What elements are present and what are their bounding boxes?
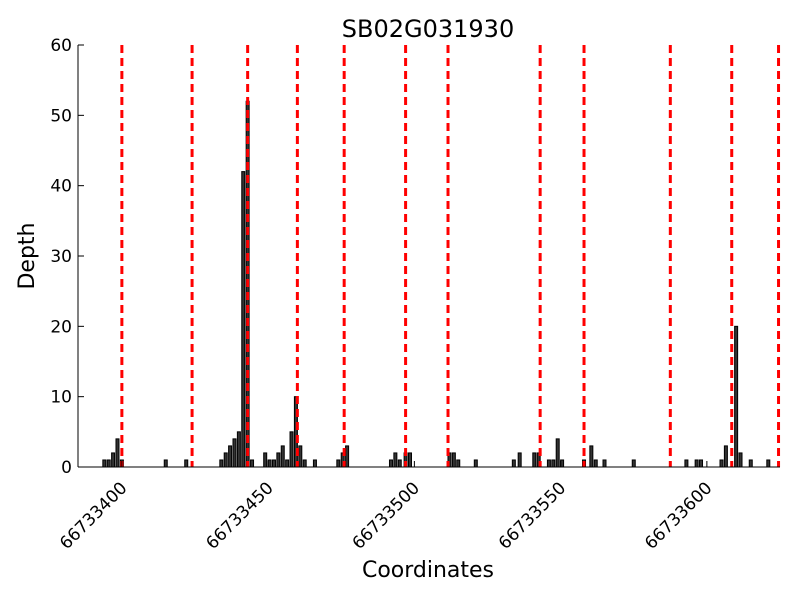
- depth-bar: [589, 445, 594, 468]
- y-tick-label: 30: [50, 247, 72, 267]
- depth-bar: [298, 445, 303, 468]
- depth-bar: [723, 445, 728, 468]
- depth-bar: [407, 452, 412, 468]
- depth-bar: [517, 452, 522, 468]
- depth-bar: [263, 452, 268, 468]
- x-tick-label: 66733600: [641, 478, 716, 553]
- depth-bar: [734, 325, 739, 468]
- y-tick-label: 0: [61, 458, 72, 478]
- x-tick-label: 66733450: [202, 478, 277, 553]
- y-tick-label: 60: [50, 36, 72, 56]
- depth-bar: [766, 459, 771, 468]
- depth-bar: [236, 431, 241, 468]
- depth-bar: [473, 459, 478, 468]
- depth-bar: [397, 459, 402, 468]
- depth-bar: [551, 459, 556, 468]
- depth-bar: [748, 459, 753, 468]
- depth-bar: [285, 459, 290, 468]
- depth-bar: [694, 459, 699, 468]
- depth-bar: [312, 459, 317, 468]
- depth-bar: [223, 452, 228, 468]
- chart-title: SB02G031930: [342, 15, 514, 43]
- depth-bar: [276, 452, 281, 468]
- depth-bar: [163, 459, 168, 468]
- depth-bar: [699, 459, 704, 468]
- depth-bar: [451, 452, 456, 468]
- x-axis-label: Coordinates: [362, 558, 494, 583]
- depth-bar: [393, 452, 398, 468]
- depth-bar: [302, 459, 307, 468]
- depth-bar: [184, 459, 189, 468]
- depth-bar: [593, 459, 598, 468]
- depth-bar: [289, 431, 294, 468]
- depth-bar: [250, 459, 255, 468]
- depth-bar: [293, 396, 298, 468]
- depth-bar: [388, 459, 393, 468]
- x-tick-label: 66733550: [495, 478, 570, 553]
- y-tick-label: 20: [50, 317, 72, 337]
- depth-bar: [719, 459, 724, 468]
- depth-bar: [232, 438, 237, 468]
- depth-bar: [631, 459, 636, 468]
- depth-bar: [602, 459, 607, 468]
- y-tick-label: 40: [50, 177, 72, 197]
- depth-bar: [241, 171, 246, 468]
- depth-bar: [345, 445, 350, 468]
- x-tick-label: 66733500: [349, 478, 424, 553]
- depth-bar: [228, 445, 233, 468]
- depth-bar: [684, 459, 689, 468]
- depth-bar: [271, 459, 276, 468]
- depth-bar: [546, 459, 551, 468]
- plot-area: 0 10 20 30 40 50 60 66733400 66733450 66733500 667…: [50, 36, 781, 554]
- depth-bar: [336, 459, 341, 468]
- depth-bar: [532, 452, 537, 468]
- depth-bar: [280, 445, 285, 468]
- depth-bar: [111, 452, 116, 468]
- y-tick-label: 10: [50, 388, 72, 408]
- depth-bar: [102, 459, 107, 468]
- depth-bar: [456, 459, 461, 468]
- depth-bar: [106, 459, 111, 468]
- x-tick-label: 66733400: [56, 478, 131, 553]
- y-axis-label: Depth: [15, 222, 40, 289]
- depth-bar: [511, 459, 516, 468]
- depth-bar: [219, 459, 224, 468]
- depth-bar: [115, 438, 120, 468]
- depth-bar: [555, 438, 560, 468]
- depth-bar: [738, 452, 743, 468]
- y-tick-label: 50: [50, 106, 72, 126]
